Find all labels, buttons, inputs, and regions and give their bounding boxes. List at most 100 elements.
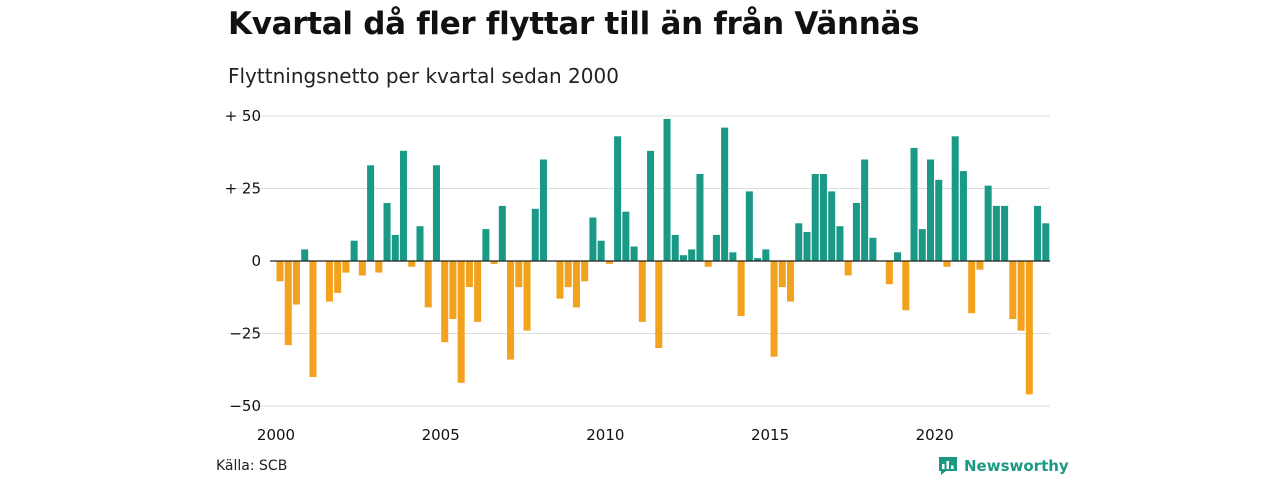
bar: [523, 261, 531, 331]
bar: [474, 261, 482, 322]
bar: [408, 261, 416, 267]
x-tick-label: 2020: [916, 426, 954, 444]
x-axis-ticks: 2000 2005 2010 2015 2020: [257, 426, 954, 444]
bar: [778, 261, 786, 288]
bar: [605, 261, 613, 264]
bar: [630, 246, 638, 261]
bar: [284, 261, 292, 346]
bar: [375, 261, 383, 273]
bar: [1009, 261, 1017, 319]
bar: [556, 261, 564, 299]
bar: [515, 261, 523, 288]
bar: [803, 232, 811, 261]
bar: [795, 223, 803, 261]
bar: [926, 159, 935, 261]
bar: [572, 261, 580, 308]
bar: [498, 205, 506, 261]
bar: [737, 261, 745, 317]
bar: [457, 261, 465, 383]
bar: [852, 203, 860, 261]
bar: [935, 179, 943, 261]
bar: [350, 240, 358, 261]
bar: [614, 136, 622, 261]
bar: [745, 191, 753, 261]
bar: [334, 261, 342, 293]
bar: [309, 261, 317, 377]
bar: [391, 234, 399, 261]
x-tick-label: 2000: [257, 426, 295, 444]
bar: [663, 118, 671, 262]
bar: [976, 261, 984, 270]
y-tick-label: + 50: [225, 107, 261, 125]
y-axis-ticks: + 50 + 25 0 −25 −50: [225, 107, 261, 415]
bar: [507, 261, 515, 360]
brand-logo: Newsworthy: [938, 456, 1069, 476]
brand-name: Newsworthy: [964, 457, 1069, 475]
bar: [416, 226, 424, 261]
bar: [688, 249, 696, 261]
y-tick-label: + 25: [225, 180, 261, 198]
y-tick-label: −50: [229, 397, 261, 415]
chart-subtitle: Flyttningsnetto per kvartal sedan 2000: [228, 64, 619, 88]
bar: [828, 191, 836, 261]
bar: [894, 252, 902, 261]
bar: [902, 261, 910, 311]
bar: [655, 261, 663, 348]
bar: [400, 150, 408, 261]
bars: [276, 118, 1050, 395]
bar: [638, 261, 646, 322]
bar: [861, 159, 869, 261]
x-tick-label: 2015: [751, 426, 789, 444]
bar-chart-logo-icon: [939, 457, 957, 475]
bar: [910, 147, 918, 261]
bar: [754, 258, 762, 261]
bar: [992, 205, 1000, 261]
bar: [449, 261, 457, 319]
bar: [383, 203, 391, 261]
bar: [589, 217, 597, 261]
bar: [367, 165, 375, 261]
bar: [721, 127, 729, 261]
bar: [811, 174, 819, 261]
bar: [1001, 205, 1009, 261]
bar: [482, 229, 490, 261]
bar: [729, 252, 737, 261]
bar: [292, 261, 300, 305]
bar: [819, 174, 827, 261]
bar: [869, 237, 877, 261]
bar: [564, 261, 572, 288]
bar: [918, 229, 926, 261]
bar: [712, 234, 720, 261]
bar: [301, 249, 309, 261]
x-tick-label: 2005: [422, 426, 460, 444]
bar: [531, 208, 539, 261]
bar: [581, 261, 589, 282]
bar: [696, 174, 704, 261]
bar: [441, 261, 449, 343]
bar: [1034, 205, 1042, 261]
bar: [844, 261, 852, 276]
bar: [1025, 261, 1033, 395]
bar: [679, 255, 687, 261]
bar: [490, 261, 498, 264]
bar: [984, 185, 992, 261]
bar: [465, 261, 473, 288]
chart-title: Kvartal då fler flyttar till än från Vän…: [228, 6, 920, 42]
bar: [770, 261, 778, 357]
x-tick-label: 2010: [586, 426, 624, 444]
source-note: Källa: SCB: [216, 458, 288, 474]
bar: [325, 261, 333, 302]
bar: [539, 159, 548, 261]
bar: [762, 249, 770, 261]
y-tick-label: 0: [251, 252, 261, 270]
bar: [836, 226, 844, 261]
bar: [1017, 261, 1025, 331]
bar: [885, 261, 893, 285]
bar: [704, 261, 712, 267]
bar: [276, 261, 284, 282]
bar: [647, 150, 655, 261]
bar: [943, 261, 951, 267]
bar: [424, 261, 432, 308]
bar: [622, 211, 630, 261]
